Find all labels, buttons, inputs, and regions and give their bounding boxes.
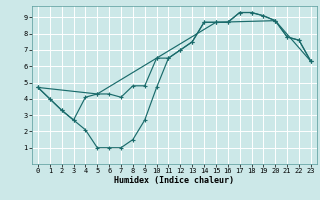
X-axis label: Humidex (Indice chaleur): Humidex (Indice chaleur) xyxy=(115,176,234,185)
